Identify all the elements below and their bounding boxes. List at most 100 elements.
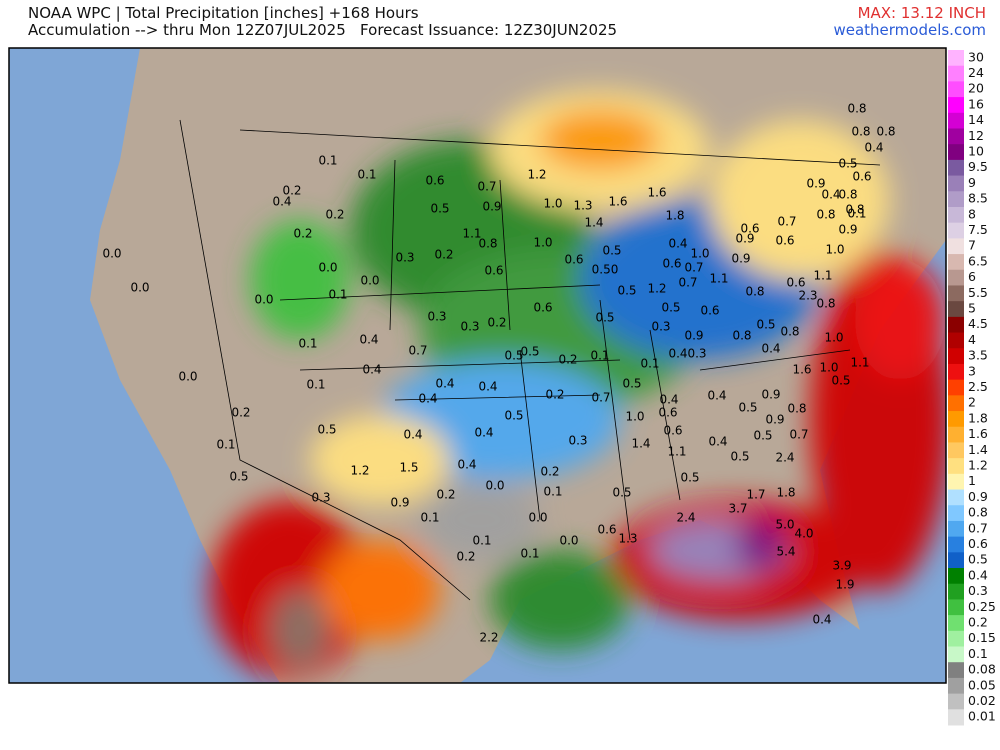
point-value: 0.7 xyxy=(678,276,697,290)
legend-swatch xyxy=(948,426,964,443)
point-value: 0.2 xyxy=(436,488,455,502)
point-value: 0.2 xyxy=(487,316,506,330)
point-value: 0.9 xyxy=(765,413,784,427)
legend-label: 1 xyxy=(968,473,976,488)
legend-swatch xyxy=(948,128,964,145)
point-value: 1.6 xyxy=(608,195,627,209)
legend-swatch xyxy=(948,112,964,129)
point-value: 0.5 xyxy=(622,377,641,391)
legend-swatch xyxy=(948,568,964,585)
legend-label: 0.15 xyxy=(968,630,996,645)
point-value: 0.1 xyxy=(472,534,491,548)
point-value: 0.4 xyxy=(761,342,780,356)
legend-swatch xyxy=(948,50,964,67)
legend-swatch xyxy=(948,254,964,271)
point-value: 0.4 xyxy=(668,237,687,251)
legend-swatch xyxy=(948,520,964,538)
point-value: 0.0 xyxy=(318,261,337,275)
point-value: 1.1 xyxy=(462,227,481,241)
point-value: 0.4 xyxy=(708,435,727,449)
point-value: 0.1 xyxy=(543,485,562,499)
precip-field xyxy=(9,48,946,683)
point-value: 0.0 xyxy=(559,534,578,548)
point-value: 1.5 xyxy=(399,461,418,475)
point-value: 1.0 xyxy=(819,361,838,375)
point-value: 0.5 xyxy=(229,470,248,484)
point-value: 0.3 xyxy=(568,434,587,448)
legend-swatch xyxy=(948,159,964,177)
point-value: 0.6 xyxy=(700,304,719,318)
point-value: 0.7 xyxy=(477,180,496,194)
legend-label: 9 xyxy=(968,175,976,190)
legend-swatch xyxy=(948,489,964,506)
point-value: 0.8 xyxy=(838,188,857,202)
legend-swatch xyxy=(948,473,964,491)
point-value: 0.6 xyxy=(775,234,794,248)
point-value: 0.1 xyxy=(520,547,539,561)
legend-label: 14 xyxy=(968,112,984,127)
point-value: 0.1 xyxy=(318,154,337,168)
point-value: 0.1 xyxy=(847,207,866,221)
legend-label: 0.9 xyxy=(968,489,988,504)
point-value: 0.1 xyxy=(298,337,317,351)
point-value: 0.2 xyxy=(325,208,344,222)
legend-swatch xyxy=(948,709,964,726)
point-value: 1.1 xyxy=(667,445,686,459)
site: weathermodels.com xyxy=(833,21,986,39)
point-value: 1.0 xyxy=(625,410,644,424)
legend-swatch xyxy=(948,81,964,98)
legend-label: 8 xyxy=(968,206,976,221)
point-value: 0.9 xyxy=(838,223,857,237)
legend-swatch xyxy=(948,285,964,302)
point-value: 0.7 xyxy=(789,428,808,442)
legend-label: 0.2 xyxy=(968,614,988,629)
point-value: 0.9 xyxy=(761,388,780,402)
legend-swatch xyxy=(948,332,964,349)
point-value: 0.4 xyxy=(457,458,476,472)
point-value: 1.0 xyxy=(533,236,552,250)
legend-swatch xyxy=(948,144,964,161)
point-value: 0.6 xyxy=(658,406,677,420)
legend-label: 24 xyxy=(968,65,984,80)
point-value: 0.2 xyxy=(545,388,564,402)
point-value: 0.3 xyxy=(311,491,330,505)
legend-label: 2 xyxy=(968,395,976,410)
point-value: 0.0 xyxy=(254,293,273,307)
legend-label: 5 xyxy=(968,301,976,316)
point-value: 0.4 xyxy=(659,393,678,407)
legend-label: 0.02 xyxy=(968,693,996,708)
legend-swatch xyxy=(948,191,964,208)
point-value: 0.8 xyxy=(787,402,806,416)
point-value: 0.3 xyxy=(651,320,670,334)
point-value: 0.4 xyxy=(272,195,291,209)
point-value: 0.5 xyxy=(730,450,749,464)
point-value: 4.0 xyxy=(794,527,813,541)
point-value: 0.5 xyxy=(617,284,636,298)
legend-label: 4.5 xyxy=(968,316,988,331)
legend-swatch xyxy=(948,552,964,569)
point-value: 1.0 xyxy=(690,247,709,261)
legend-swatch xyxy=(948,442,964,459)
point-value: 0.4 xyxy=(478,380,497,394)
point-value: 0.2 xyxy=(282,184,301,198)
point-value: 0.6 xyxy=(533,301,552,315)
point-value: 0.3 xyxy=(687,347,706,361)
point-value: 0.4 xyxy=(403,428,422,442)
legend-swatch xyxy=(948,693,964,710)
point-value: 0.7 xyxy=(777,215,796,229)
point-value: 0.3 xyxy=(427,310,446,324)
legend-swatch xyxy=(948,411,964,428)
max-value: MAX: 13.12 INCH xyxy=(857,4,986,22)
point-value: 0.0 xyxy=(178,370,197,384)
point-value: 0.5 xyxy=(520,345,539,359)
point-value: 1.1 xyxy=(709,272,728,286)
legend-label: 9.5 xyxy=(968,159,988,174)
point-value: 0.9 xyxy=(684,329,703,343)
legend-label: 0.05 xyxy=(968,677,996,692)
point-value: 1.6 xyxy=(647,186,666,200)
point-value: 0.4 xyxy=(418,392,437,406)
point-value: 0.8 xyxy=(780,325,799,339)
point-value: 0.5 xyxy=(602,244,621,258)
